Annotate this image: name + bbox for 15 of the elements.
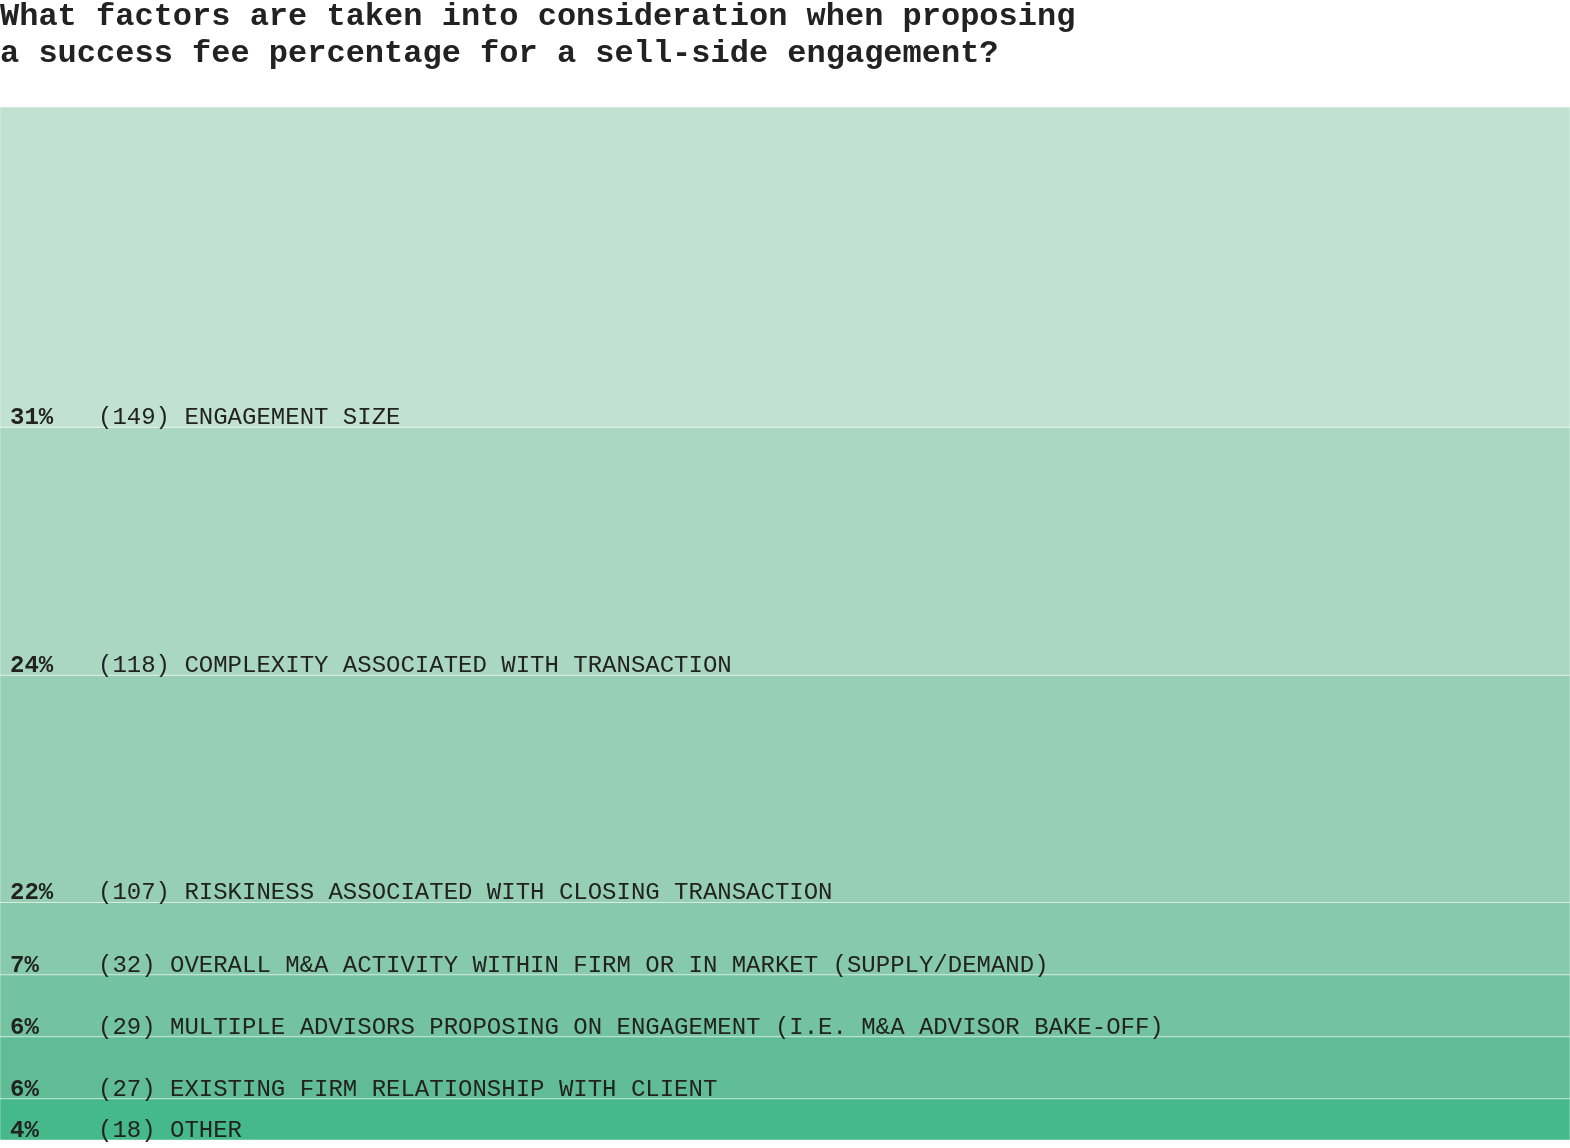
- data-label: 24%: [10, 652, 54, 680]
- data-label: 6%: [10, 1013, 40, 1041]
- series-label: (107) RISKINESS ASSOCIATED WITH CLOSING TRANSACTION: [98, 879, 833, 907]
- series-label: (32) OVERALL M&A ACTIVITY WITHIN FIRM OR IN MARKET (SUPPLY/DEMAND): [98, 951, 1049, 979]
- series-label: (149) ENGAGEMENT SIZE: [98, 404, 401, 432]
- series-label: (27) EXISTING FIRM RELATIONSHIP WITH CLIENT: [98, 1075, 718, 1103]
- data-label: 6%: [10, 1075, 40, 1103]
- data-label: 31%: [10, 404, 54, 432]
- chart-title: What factors are taken into consideration when proposing a success fee percentage for a sell-side engagement?: [0, 0, 1076, 72]
- series-label: (29) MULTIPLE ADVISORS PROPOSING ON ENGAGEMENT (I.E. M&A ADVISOR BAKE-OFF): [98, 1013, 1164, 1041]
- data-label: 4%: [10, 1117, 40, 1144]
- data-label: 22%: [10, 879, 54, 907]
- series-label: (18) OTHER: [98, 1117, 243, 1144]
- series-label: (118) COMPLEXITY ASSOCIATED WITH TRANSACTION: [98, 652, 732, 680]
- data-label: 7%: [10, 951, 40, 979]
